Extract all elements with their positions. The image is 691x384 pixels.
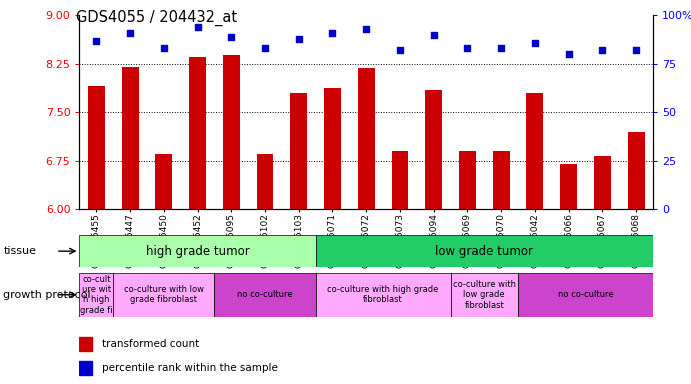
Bar [256, 154, 274, 209]
Bar [79, 235, 316, 267]
Bar [113, 273, 214, 317]
Text: growth protocol: growth protocol [3, 290, 91, 300]
Point [597, 47, 608, 53]
Bar [358, 68, 375, 209]
Point [124, 30, 135, 36]
Bar [316, 235, 653, 267]
Bar [451, 273, 518, 317]
Point [428, 32, 439, 38]
Bar [79, 273, 113, 317]
Bar [122, 67, 138, 209]
Text: high grade tumor: high grade tumor [146, 245, 249, 258]
Point [495, 45, 507, 51]
Bar [79, 361, 92, 375]
Text: co-cult
ure wit
h high
grade fi: co-cult ure wit h high grade fi [80, 275, 113, 315]
Point [293, 36, 304, 42]
Point [91, 38, 102, 44]
Bar [425, 90, 442, 209]
Point [192, 24, 203, 30]
Bar [223, 55, 240, 209]
Point [462, 45, 473, 51]
Bar [459, 151, 476, 209]
Bar [189, 57, 206, 209]
Text: co-culture with low
grade fibroblast: co-culture with low grade fibroblast [124, 285, 204, 305]
Point [327, 30, 338, 36]
Text: no co-culture: no co-culture [237, 290, 293, 299]
Bar [155, 154, 172, 209]
Text: GDS4055 / 204432_at: GDS4055 / 204432_at [76, 10, 237, 26]
Bar [324, 88, 341, 209]
Text: no co-culture: no co-culture [558, 290, 614, 299]
Point [395, 47, 406, 53]
Text: transformed count: transformed count [102, 339, 199, 349]
Text: co-culture with
low grade
fibroblast: co-culture with low grade fibroblast [453, 280, 515, 310]
Point [529, 40, 540, 46]
Bar [518, 273, 653, 317]
Point [226, 34, 237, 40]
Bar [214, 273, 316, 317]
Bar [627, 132, 645, 209]
Point [158, 45, 169, 51]
Text: low grade tumor: low grade tumor [435, 245, 533, 258]
Point [563, 51, 574, 57]
Bar [316, 273, 451, 317]
Point [361, 26, 372, 32]
Bar [88, 86, 105, 209]
Point [631, 47, 642, 53]
Text: percentile rank within the sample: percentile rank within the sample [102, 363, 277, 373]
Bar [527, 93, 543, 209]
Bar [290, 93, 307, 209]
Text: tissue: tissue [3, 246, 37, 256]
Point [260, 45, 271, 51]
Bar [594, 156, 611, 209]
Bar [560, 164, 577, 209]
Bar [493, 151, 509, 209]
Text: co-culture with high grade
fibroblast: co-culture with high grade fibroblast [328, 285, 439, 305]
Bar [79, 337, 92, 351]
Bar [392, 151, 408, 209]
